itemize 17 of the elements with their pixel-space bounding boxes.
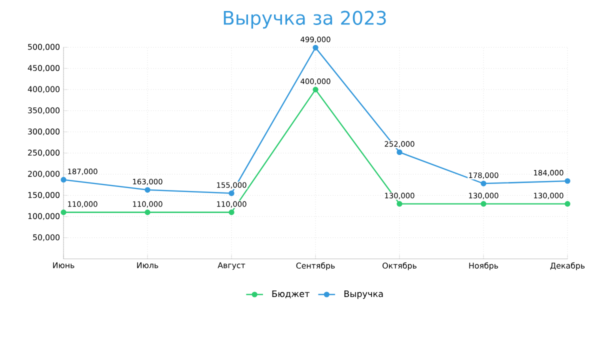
point xyxy=(228,210,234,216)
point xyxy=(480,180,486,187)
point xyxy=(480,201,486,207)
point xyxy=(60,210,66,216)
point xyxy=(228,190,234,196)
legend-label: Выручка xyxy=(344,290,383,299)
point xyxy=(312,45,318,51)
point xyxy=(396,201,402,207)
legend-label: Бюджет xyxy=(272,290,310,298)
point xyxy=(396,150,402,156)
point xyxy=(144,210,150,216)
point xyxy=(60,177,66,183)
chart-title: Выручка за 2023 xyxy=(224,10,386,29)
point xyxy=(564,178,570,184)
point xyxy=(312,86,318,93)
point xyxy=(144,187,150,193)
point xyxy=(564,201,570,207)
